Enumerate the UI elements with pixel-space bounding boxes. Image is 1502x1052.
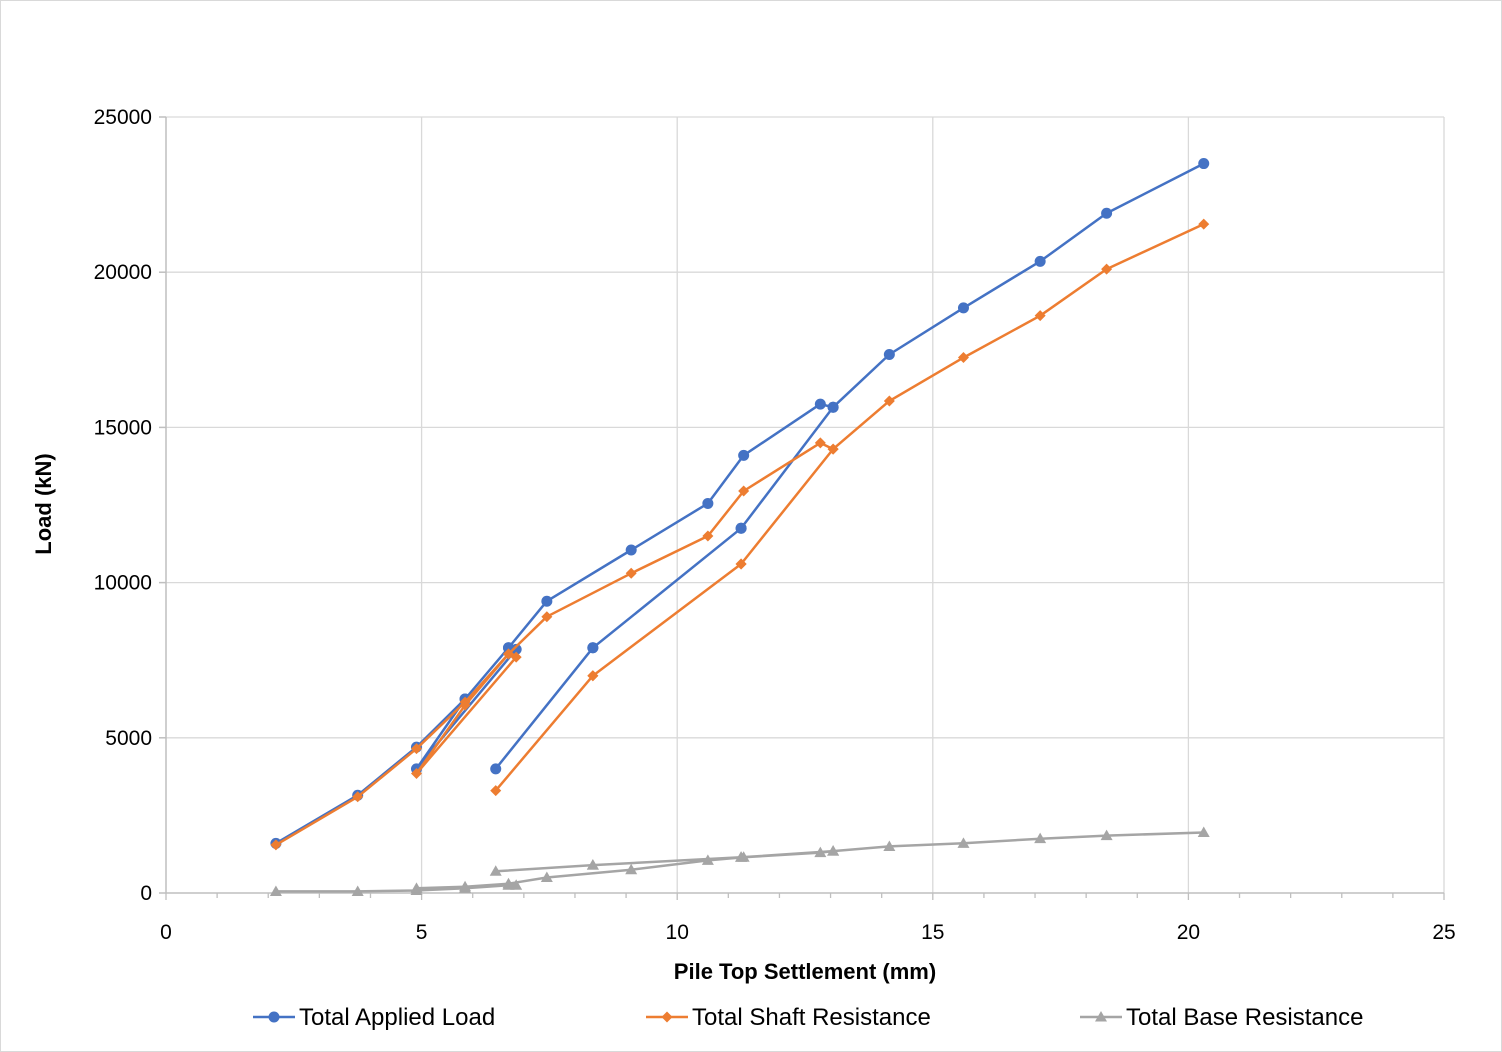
data-point-triangle: [351, 885, 364, 896]
series-line: [275, 162, 1205, 845]
data-point-triangle: [814, 846, 827, 858]
data-point-diamond: [270, 839, 282, 851]
data-point-diamond: [490, 785, 502, 797]
data-point-triangle: [1197, 826, 1210, 837]
data-point-triangle: [883, 840, 896, 851]
legend-label: Total Shaft Resistance: [692, 1004, 931, 1031]
data-point-circle: [702, 497, 714, 509]
x-tick-label: 0: [160, 921, 172, 944]
x-tick-label: 25: [1432, 921, 1455, 944]
data-point-diamond: [702, 530, 714, 542]
x-tick-label: 10: [666, 921, 689, 944]
y-tick-label: 10000: [94, 572, 152, 595]
data-point-diamond: [503, 648, 515, 660]
legend-item: Total Shaft Resistance: [646, 1004, 931, 1031]
data-point-diamond: [1034, 310, 1046, 322]
legend-label: Total Applied Load: [299, 1004, 495, 1031]
y-tick-label: 0: [140, 882, 152, 905]
data-point-triangle: [410, 882, 423, 893]
data-point-circle: [738, 449, 750, 461]
data-point-circle: [490, 763, 502, 775]
data-point-circle: [587, 642, 599, 654]
data-point-triangle: [489, 865, 502, 876]
data-point-circle: [957, 302, 969, 314]
y-tick-label: 25000: [94, 106, 152, 129]
x-tick-label: 5: [416, 921, 428, 944]
legend-label: Total Base Resistance: [1126, 1004, 1363, 1031]
data-point-triangle: [1100, 829, 1113, 841]
x-tick-label: 15: [921, 921, 944, 944]
gridlines: [166, 116, 1445, 893]
series-total-applied-load: [270, 158, 1210, 849]
series-total-base-resistance: [269, 826, 1210, 896]
data-point-circle: [625, 544, 637, 556]
data-point-triangle: [1095, 1011, 1107, 1022]
data-point-triangle: [827, 845, 840, 856]
data-point-diamond: [541, 611, 553, 623]
y-tick-label: 20000: [94, 261, 152, 284]
data-point-triangle: [957, 837, 970, 848]
data-point-triangle: [1034, 832, 1047, 844]
data-point-triangle: [502, 877, 515, 889]
data-point-diamond: [661, 1011, 673, 1023]
data-point-diamond: [814, 437, 826, 449]
data-point-circle: [883, 348, 895, 360]
legend-item: Total Applied Load: [253, 1004, 495, 1031]
x-axis-title: Pile Top Settlement (mm): [674, 959, 936, 984]
data-point-diamond: [459, 699, 471, 711]
data-point-diamond: [410, 743, 422, 755]
data-point-triangle: [735, 851, 748, 862]
data-point-circle: [1034, 255, 1046, 267]
data-point-diamond: [587, 670, 599, 682]
data-point-circle: [735, 522, 747, 534]
data-point-triangle: [586, 859, 599, 870]
data-point-diamond: [827, 443, 839, 455]
data-point-circle: [827, 401, 839, 413]
data-point-circle: [541, 595, 553, 607]
legend: Total Applied Load Total Shaft Resistance…: [253, 1004, 1363, 1031]
data-point-diamond: [738, 485, 750, 497]
x-tick-label: 20: [1177, 921, 1200, 944]
series-total-shaft-resistance: [270, 218, 1210, 851]
data-point-diamond: [352, 791, 364, 803]
data-point-triangle: [269, 885, 282, 896]
data-point-diamond: [735, 558, 747, 570]
data-point-diamond: [883, 395, 895, 407]
data-point-triangle: [459, 880, 472, 892]
data-point-circle: [268, 1011, 280, 1023]
y-tick-label: 15000: [94, 416, 152, 439]
data-point-triangle: [625, 863, 638, 875]
legend-item: Total Base Resistance: [1080, 1004, 1363, 1031]
y-axis-title: Load (kN): [31, 453, 56, 554]
data-point-circle: [1101, 207, 1113, 219]
data-point-triangle: [701, 854, 714, 865]
axes: 0 5000 10000 15000 20000 25000 0 5 10 15 20 25: [94, 106, 1456, 944]
data-point-circle: [814, 398, 826, 410]
series-group: [269, 158, 1210, 896]
data-point-triangle: [540, 871, 553, 882]
series-line: [275, 831, 1204, 893]
data-point-diamond: [410, 767, 422, 779]
data-point-diamond: [1101, 263, 1113, 275]
data-point-circle: [1198, 158, 1210, 170]
data-point-diamond: [1198, 218, 1210, 230]
data-point-diamond: [957, 352, 969, 364]
data-point-diamond: [625, 567, 637, 579]
y-tick-label: 5000: [105, 727, 152, 750]
